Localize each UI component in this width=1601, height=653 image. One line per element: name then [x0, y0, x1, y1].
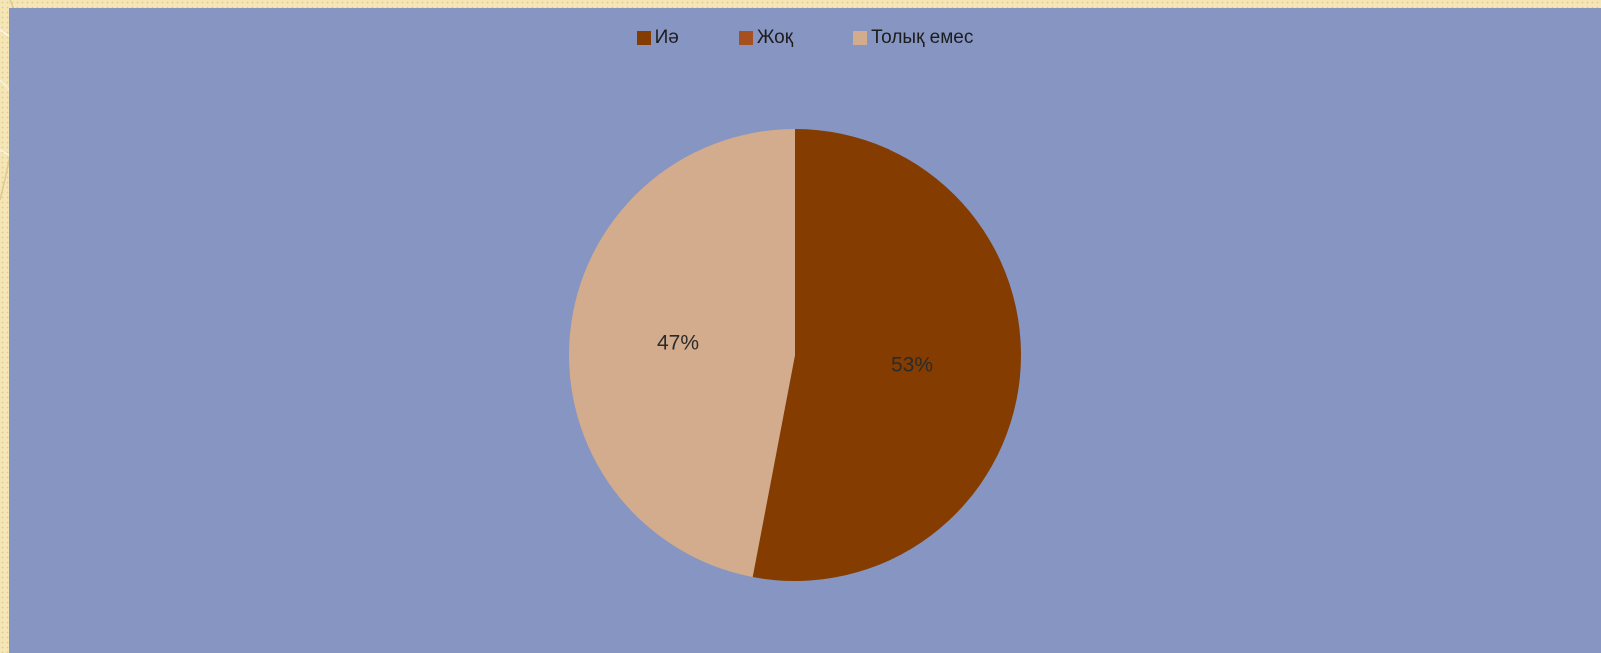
pie-label-yes: 53% — [891, 354, 933, 377]
chart-panel: Иә Жоқ Толық емес 53% 47% — [9, 8, 1601, 653]
legend-label-no: Жоқ — [756, 27, 794, 48]
legend-label-yes: Иә — [654, 27, 679, 48]
legend-swatch-no — [738, 31, 753, 45]
chart-legend: Иә Жоқ Толық емес — [9, 27, 1601, 49]
pie-slices-group: 53% 47% — [568, 129, 1021, 581]
legend-item-no: Жоқ — [738, 27, 794, 49]
legend-item-yes: Иә — [636, 27, 679, 49]
pie-label-partial: 47% — [657, 331, 699, 354]
pie-slice-yes — [752, 129, 1021, 581]
legend-item-partial: Толық емес — [853, 27, 973, 49]
legend-swatch-yes — [636, 31, 651, 45]
pie-slice-partial — [568, 129, 795, 577]
legend-swatch-partial — [853, 31, 868, 45]
pie-chart: 53% 47% — [568, 129, 1021, 581]
legend-label-partial: Толық емес — [871, 27, 974, 48]
